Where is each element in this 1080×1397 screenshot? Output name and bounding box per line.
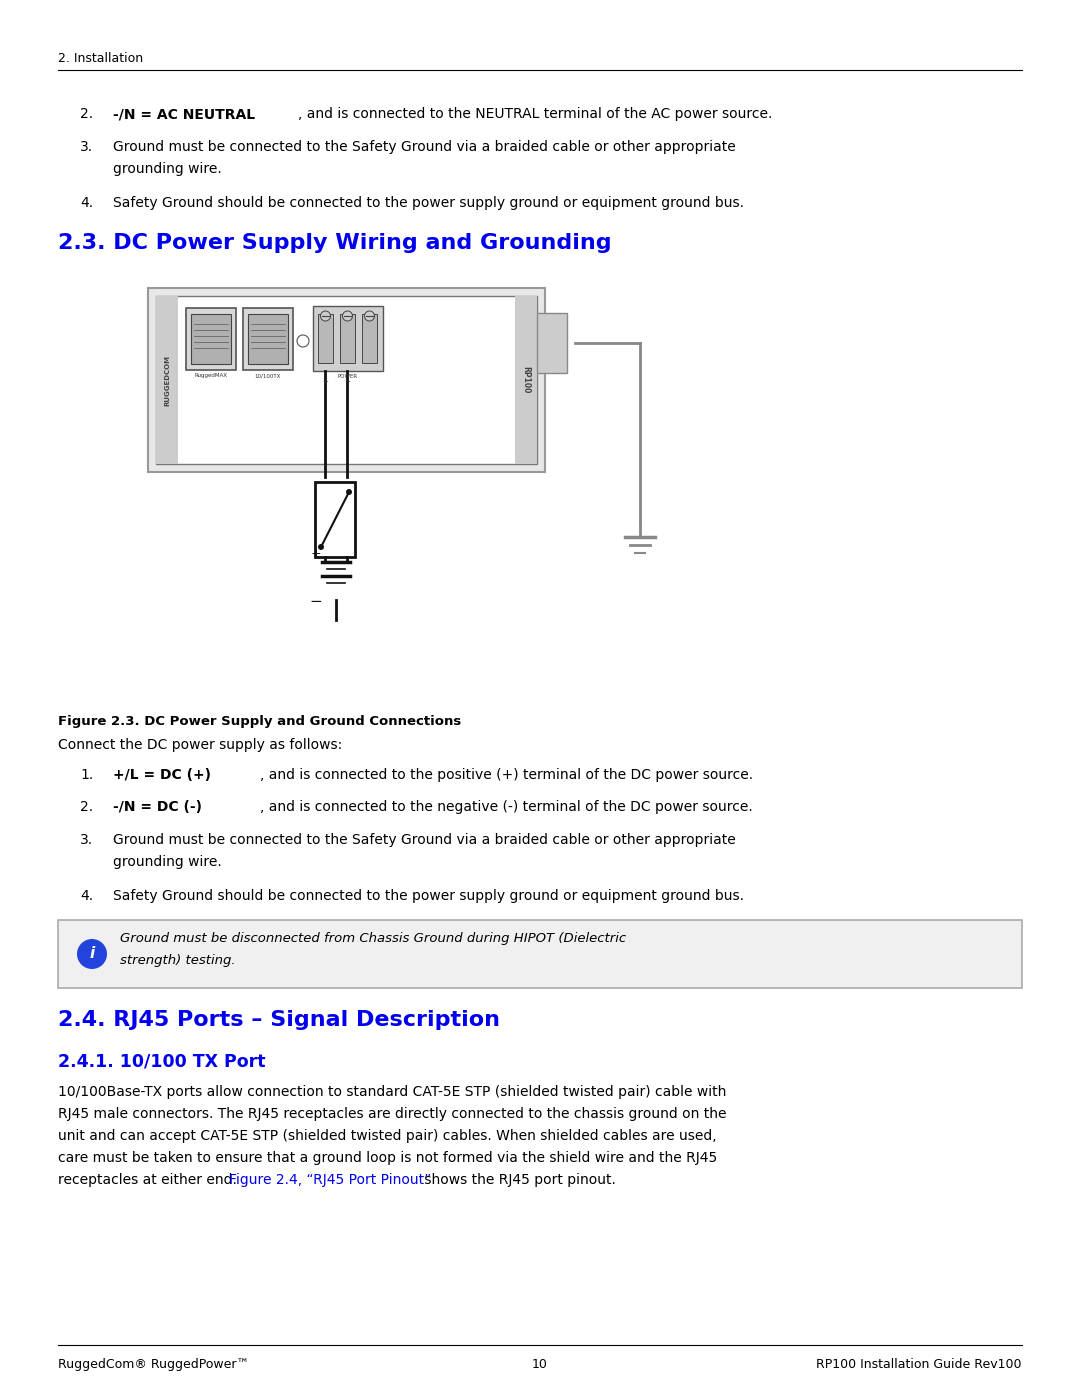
Text: shows the RJ45 port pinout.: shows the RJ45 port pinout.	[420, 1173, 616, 1187]
Circle shape	[297, 335, 309, 346]
FancyBboxPatch shape	[156, 296, 537, 464]
Text: 2.4.1. 10/100 TX Port: 2.4.1. 10/100 TX Port	[58, 1053, 266, 1071]
Text: −: −	[310, 594, 322, 609]
Text: receptacles at either end.: receptacles at either end.	[58, 1173, 241, 1187]
Text: grounding wire.: grounding wire.	[113, 162, 221, 176]
Text: 2.: 2.	[80, 108, 93, 122]
Text: RP100 Installation Guide Rev100: RP100 Installation Guide Rev100	[816, 1358, 1022, 1370]
Text: , and is connected to the NEUTRAL terminal of the AC power source.: , and is connected to the NEUTRAL termin…	[298, 108, 772, 122]
Text: 2.: 2.	[80, 800, 93, 814]
Text: RuggedMAX: RuggedMAX	[194, 373, 228, 379]
FancyBboxPatch shape	[191, 314, 231, 365]
Text: , and is connected to the positive (+) terminal of the DC power source.: , and is connected to the positive (+) t…	[260, 768, 753, 782]
Text: 10: 10	[532, 1358, 548, 1370]
Text: Ground must be connected to the Safety Ground via a braided cable or other appro: Ground must be connected to the Safety G…	[113, 140, 735, 154]
Text: 4.: 4.	[80, 888, 93, 902]
FancyBboxPatch shape	[537, 313, 567, 373]
FancyBboxPatch shape	[313, 306, 383, 372]
Text: Safety Ground should be connected to the power supply ground or equipment ground: Safety Ground should be connected to the…	[113, 888, 744, 902]
Text: Figure 2.4, “RJ45 Port Pinout”: Figure 2.4, “RJ45 Port Pinout”	[229, 1173, 431, 1187]
FancyBboxPatch shape	[156, 296, 178, 464]
Text: 10/100TX: 10/100TX	[255, 373, 281, 379]
FancyBboxPatch shape	[318, 314, 333, 363]
Text: 1.: 1.	[80, 768, 93, 782]
Text: 10/100Base-TX ports allow connection to standard CAT-5E STP (shielded twisted pa: 10/100Base-TX ports allow connection to …	[58, 1085, 727, 1099]
Text: -/N = DC (-): -/N = DC (-)	[113, 800, 202, 814]
Text: RJ45 male connectors. The RJ45 receptacles are directly connected to the chassis: RJ45 male connectors. The RJ45 receptacl…	[58, 1106, 727, 1120]
Text: +/L = DC (+): +/L = DC (+)	[113, 768, 211, 782]
Text: RUGGEDCOM: RUGGEDCOM	[164, 355, 170, 405]
Text: +: +	[311, 548, 322, 560]
Text: 3.: 3.	[80, 140, 93, 154]
Text: Ground must be connected to the Safety Ground via a braided cable or other appro: Ground must be connected to the Safety G…	[113, 833, 735, 847]
Text: Safety Ground should be connected to the power supply ground or equipment ground: Safety Ground should be connected to the…	[113, 196, 744, 210]
Text: i: i	[90, 947, 95, 961]
FancyBboxPatch shape	[248, 314, 288, 365]
Text: RuggedCom® RuggedPower™: RuggedCom® RuggedPower™	[58, 1358, 249, 1370]
Text: Figure 2.3. DC Power Supply and Ground Connections: Figure 2.3. DC Power Supply and Ground C…	[58, 715, 461, 728]
Text: 2. Installation: 2. Installation	[58, 52, 144, 66]
Text: 4.: 4.	[80, 196, 93, 210]
Text: strength) testing.: strength) testing.	[120, 954, 235, 967]
Circle shape	[346, 489, 352, 495]
Text: , and is connected to the negative (-) terminal of the DC power source.: , and is connected to the negative (-) t…	[260, 800, 753, 814]
Text: care must be taken to ensure that a ground loop is not formed via the shield wir: care must be taken to ensure that a grou…	[58, 1151, 717, 1165]
FancyBboxPatch shape	[362, 314, 377, 363]
Circle shape	[365, 312, 375, 321]
Text: -/N = AC NEUTRAL: -/N = AC NEUTRAL	[113, 108, 255, 122]
Text: 2.3. DC Power Supply Wiring and Grounding: 2.3. DC Power Supply Wiring and Groundin…	[58, 233, 611, 253]
Circle shape	[342, 312, 352, 321]
FancyBboxPatch shape	[515, 296, 537, 464]
FancyBboxPatch shape	[315, 482, 355, 557]
Text: Ground must be disconnected from Chassis Ground during HIPOT (Dielectric: Ground must be disconnected from Chassis…	[120, 932, 626, 944]
Text: Connect the DC power supply as follows:: Connect the DC power supply as follows:	[58, 738, 342, 752]
Circle shape	[321, 312, 330, 321]
Text: unit and can accept CAT-5E STP (shielded twisted pair) cables. When shielded cab: unit and can accept CAT-5E STP (shielded…	[58, 1129, 717, 1143]
FancyBboxPatch shape	[186, 307, 237, 370]
FancyBboxPatch shape	[243, 307, 293, 370]
Text: +: +	[323, 379, 328, 386]
Text: 3.: 3.	[80, 833, 93, 847]
FancyBboxPatch shape	[340, 314, 355, 363]
FancyBboxPatch shape	[58, 921, 1022, 988]
Circle shape	[318, 543, 324, 550]
Text: POWER: POWER	[338, 374, 359, 379]
Text: 2.4. RJ45 Ports – Signal Description: 2.4. RJ45 Ports – Signal Description	[58, 1010, 500, 1030]
Text: −: −	[345, 379, 350, 386]
Text: grounding wire.: grounding wire.	[113, 855, 221, 869]
FancyBboxPatch shape	[148, 288, 545, 472]
Text: RP100: RP100	[522, 366, 530, 394]
Circle shape	[77, 939, 107, 970]
